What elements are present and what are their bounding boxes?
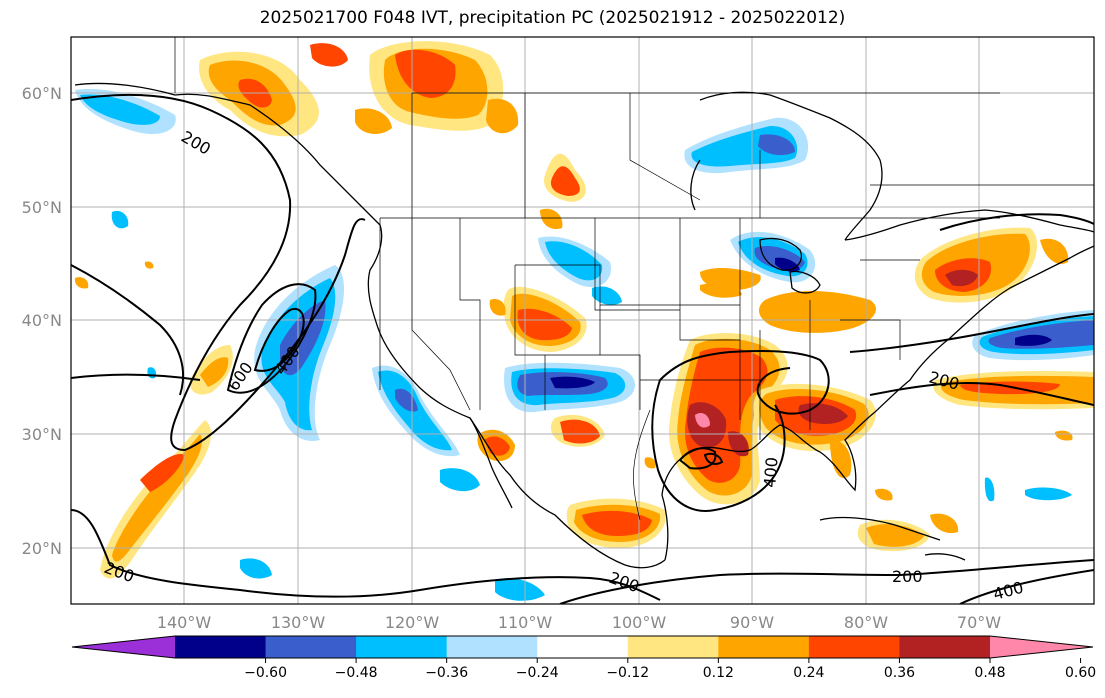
colorbar-tick-label: −0.60 <box>244 665 287 681</box>
colorbar-tick-label: −0.12 <box>606 665 649 681</box>
colorbar-segment <box>627 636 719 658</box>
lat-label: 60°N <box>22 84 62 103</box>
lon-label: 120°W <box>385 613 440 632</box>
colorbar-extend-low <box>72 636 175 658</box>
ivt-contours <box>71 93 1094 604</box>
lat-label: 30°N <box>22 425 62 444</box>
longitude-labels: 140°W 130°W 120°W 110°W 100°W 90°W 80°W … <box>157 613 1001 632</box>
lat-label: 50°N <box>22 198 62 217</box>
colorbar-segment <box>899 636 991 658</box>
map-title: 2025021700 F048 IVT, precipitation PC (2… <box>259 8 846 28</box>
colorbar-tick-label: −0.24 <box>516 665 559 681</box>
lon-label: 100°W <box>612 613 667 632</box>
colorbar-extend-high <box>990 636 1093 658</box>
colorbar-tick-label: 0.60 <box>1065 665 1096 681</box>
map-frame <box>70 36 1095 605</box>
lon-label: 110°W <box>498 613 553 632</box>
lon-label: 130°W <box>271 613 326 632</box>
colorbar-segment <box>175 636 267 658</box>
state-borders <box>174 37 1094 521</box>
colorbar-segment <box>446 636 538 658</box>
colorbar-segment <box>808 636 900 658</box>
colorbar-tick-label: −0.48 <box>335 665 378 681</box>
colorbar-segment <box>718 636 810 658</box>
ivt-label: 200 <box>892 567 923 586</box>
colorbar-tick-label: −0.36 <box>425 665 468 681</box>
colorbar-tick-label: 0.36 <box>884 665 915 681</box>
lon-label: 90°W <box>730 613 774 632</box>
colorbar-segment <box>265 636 357 658</box>
lat-label: 40°N <box>22 311 62 330</box>
colorbar-outline <box>71 635 1094 659</box>
colorbar-tick-label: 0.48 <box>974 665 1005 681</box>
latitude-labels: 60°N 50°N 40°N 30°N 20°N <box>22 84 62 558</box>
precip-anomaly-fill <box>74 41 1094 601</box>
ivt-label: 400 <box>760 456 782 488</box>
colorbar-tick-label: 0.12 <box>703 665 734 681</box>
lon-label: 70°W <box>957 613 1001 632</box>
lat-label: 20°N <box>22 539 62 558</box>
colorbar: −0.60 −0.48 −0.36 −0.24 −0.12 0.12 0.24 0.36 0.4… <box>71 635 1096 681</box>
colorbar-tick-label: 0.24 <box>793 665 824 681</box>
lon-label: 140°W <box>157 613 212 632</box>
lon-label: 80°W <box>844 613 888 632</box>
colorbar-segment <box>537 636 629 658</box>
colorbar-segment <box>356 636 448 658</box>
